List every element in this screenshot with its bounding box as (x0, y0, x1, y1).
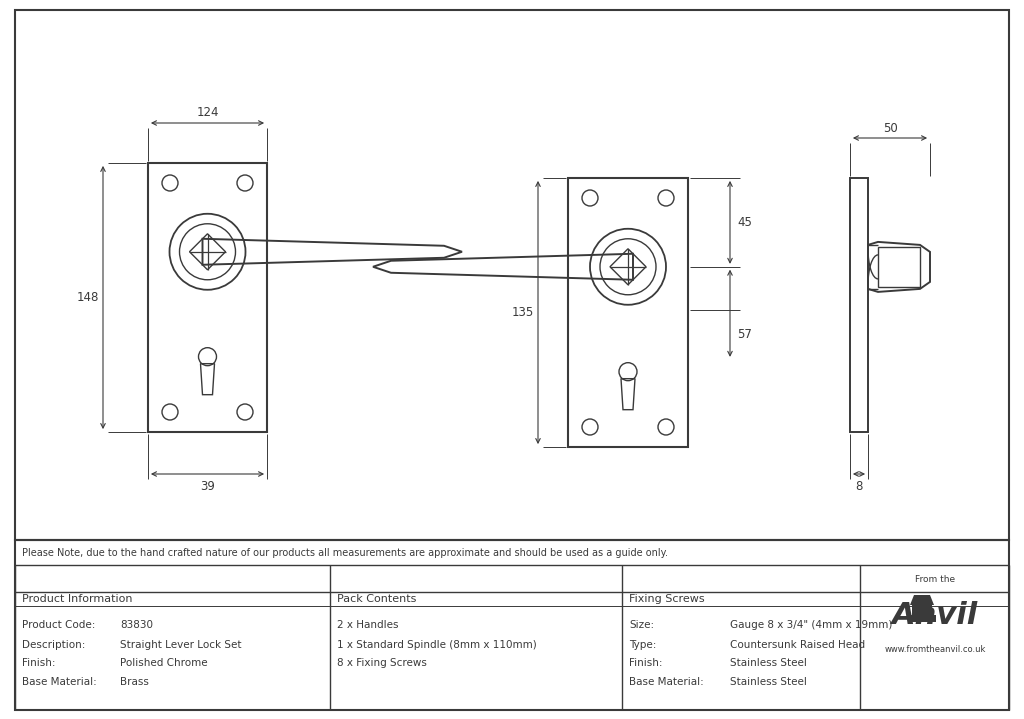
Text: Size:: Size: (629, 620, 654, 630)
Bar (878, 247, 920, 287)
Text: Countersunk Raised Head: Countersunk Raised Head (730, 640, 865, 650)
Text: 39: 39 (200, 480, 215, 493)
Text: 83830: 83830 (120, 620, 153, 630)
Text: www.fromtheanvil.co.uk: www.fromtheanvil.co.uk (885, 646, 986, 654)
Text: Stainless Steel: Stainless Steel (730, 658, 807, 668)
Bar (148, 163, 267, 432)
Bar (15, 540, 1009, 710)
Polygon shape (908, 615, 936, 622)
Text: Straight Lever Lock Set: Straight Lever Lock Set (120, 640, 242, 650)
Text: 135: 135 (512, 306, 535, 319)
Text: Pack Contents: Pack Contents (337, 594, 417, 604)
Text: Please Note, due to the hand crafted nature of our products all measurements are: Please Note, due to the hand crafted nat… (22, 548, 668, 558)
Text: 57: 57 (737, 329, 753, 342)
Text: Finish:: Finish: (22, 658, 55, 668)
Text: Polished Chrome: Polished Chrome (120, 658, 208, 668)
Text: 8 x Fixing Screws: 8 x Fixing Screws (337, 658, 427, 668)
Text: Type:: Type: (629, 640, 656, 650)
Text: Product Information: Product Information (22, 594, 132, 604)
Text: 148: 148 (77, 291, 99, 304)
Text: Description:: Description: (22, 640, 85, 650)
Text: Product Code:: Product Code: (22, 620, 95, 630)
Text: 1 x Standard Spindle (8mm x 110mm): 1 x Standard Spindle (8mm x 110mm) (337, 640, 537, 650)
Text: Brass: Brass (120, 677, 148, 687)
Text: 124: 124 (197, 106, 219, 119)
Text: 8: 8 (855, 480, 862, 493)
Text: Base Material:: Base Material: (629, 677, 703, 687)
Polygon shape (912, 605, 932, 615)
Text: From the: From the (914, 575, 955, 585)
Text: Stainless Steel: Stainless Steel (730, 677, 807, 687)
Text: Anvil: Anvil (892, 600, 978, 630)
Text: 45: 45 (737, 216, 753, 229)
Text: Base Material:: Base Material: (22, 677, 96, 687)
Bar (850, 178, 868, 432)
Text: Finish:: Finish: (629, 658, 663, 668)
Text: 2 x Handles: 2 x Handles (337, 620, 398, 630)
Bar (568, 178, 688, 447)
Polygon shape (910, 595, 934, 605)
Text: Gauge 8 x 3/4" (4mm x 19mm): Gauge 8 x 3/4" (4mm x 19mm) (730, 620, 892, 630)
Text: 50: 50 (883, 122, 897, 134)
Bar (15, 10, 1009, 540)
Text: Fixing Screws: Fixing Screws (629, 594, 705, 604)
